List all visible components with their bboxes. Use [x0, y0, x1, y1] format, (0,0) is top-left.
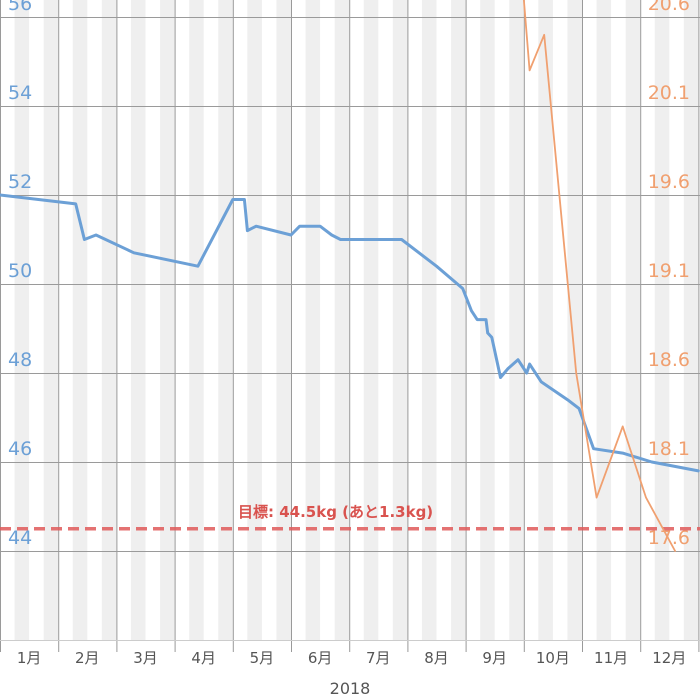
- x-tick-label: 8月: [424, 649, 449, 667]
- y-left-tick: 52: [8, 171, 32, 193]
- y-right-tick: 20.6: [648, 0, 690, 15]
- band-stripe: [218, 0, 233, 640]
- band-stripe: [130, 0, 146, 640]
- x-axis: 1月 2月 3月 4月 5月 6月 7月 8月 9月 10月 11月 12月 2018: [0, 640, 700, 698]
- x-tick-label: 7月: [366, 649, 391, 667]
- band-stripe: [421, 0, 437, 640]
- series-line-right: [522, 0, 676, 552]
- band-stripe: [392, 0, 408, 640]
- band-stripe: [683, 0, 699, 640]
- x-tick-label: 2月: [75, 649, 100, 667]
- y-right-tick: 19.6: [648, 171, 690, 193]
- horizontal-gridlines: [0, 17, 700, 552]
- y-left-tick: 56: [8, 0, 32, 15]
- x-tick-label: 11月: [594, 649, 628, 667]
- y-left-tick: 46: [8, 438, 32, 460]
- band-stripe: [625, 0, 641, 640]
- band-stripe: [72, 0, 88, 640]
- band-stripe: [538, 0, 553, 640]
- y-left-tick: 50: [8, 260, 32, 282]
- band-stripe: [276, 0, 291, 640]
- vertical-gridlines: [0, 0, 700, 652]
- series-lines: [0, 0, 700, 552]
- band-stripe: [247, 0, 262, 640]
- band-stripe: [101, 0, 117, 640]
- y-left-tick: 44: [8, 527, 32, 549]
- y-right-tick: 18.1: [648, 438, 690, 460]
- y-right-tick: 18.6: [648, 349, 690, 371]
- band-stripe: [334, 0, 350, 640]
- x-tick-label: 1月: [17, 649, 42, 667]
- x-tick-label: 10月: [536, 649, 570, 667]
- y-left-tick: 54: [8, 82, 32, 104]
- x-tick-label: 3月: [133, 649, 158, 667]
- y-right-tick: 20.1: [648, 82, 690, 104]
- x-tick-label: 4月: [191, 649, 216, 667]
- y-right-tick: 19.1: [648, 260, 690, 282]
- band-stripe: [363, 0, 379, 640]
- month-bands: [14, 0, 699, 640]
- band-stripe: [305, 0, 321, 640]
- band-stripe: [14, 0, 30, 640]
- band-stripe: [43, 0, 59, 640]
- y-left-tick: 48: [8, 349, 32, 371]
- band-stripe: [596, 0, 612, 640]
- band-stripe: [189, 0, 204, 640]
- x-tick-label: 5月: [250, 649, 275, 667]
- x-axis-title: 2018: [330, 679, 371, 698]
- band-stripe: [509, 0, 524, 640]
- band-stripe: [451, 0, 466, 640]
- goal-label: 目標: 44.5kg (あと1.3kg): [238, 503, 433, 521]
- x-tick-label: 6月: [308, 649, 333, 667]
- y-axis-left: 56 54 52 50 48 46 44: [8, 0, 32, 549]
- goal-line-group: 目標: 44.5kg (あと1.3kg): [0, 503, 700, 531]
- band-stripe: [567, 0, 582, 640]
- x-tick-label: 9月: [482, 649, 507, 667]
- band-stripe: [160, 0, 175, 640]
- x-tick-label: 12月: [652, 649, 686, 667]
- band-stripe: [654, 0, 670, 640]
- series-line-left: [0, 193, 700, 473]
